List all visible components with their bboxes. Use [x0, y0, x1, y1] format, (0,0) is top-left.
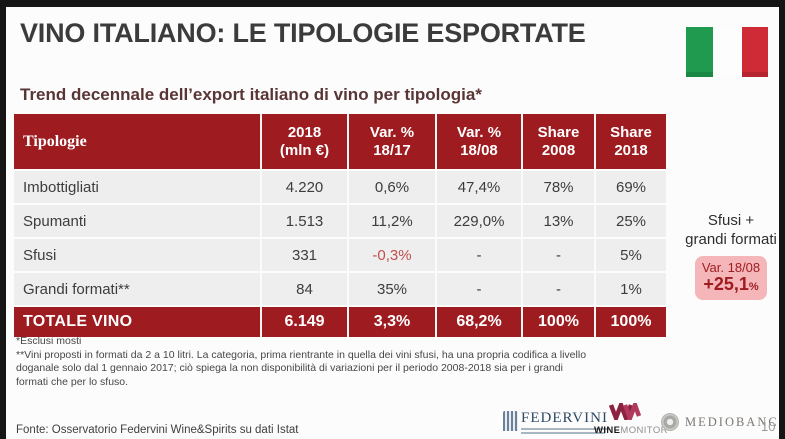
- total-value: 6.149: [260, 307, 347, 337]
- cell-value: 5%: [594, 239, 666, 271]
- federvini-subtext-lines: [521, 428, 609, 434]
- table-subtitle: Trend decennale dell’export italiano di …: [20, 85, 482, 104]
- page-number: 10: [761, 419, 776, 434]
- header-cell-share-2008: Share 2008: [521, 114, 594, 169]
- row-label: Grandi formati**: [23, 280, 130, 298]
- footnotes: *Esclusi mosti **Vini proposti in format…: [16, 335, 594, 389]
- cell-value: -: [521, 273, 594, 305]
- header-cell-var-1817: Var. % 18/17: [347, 114, 435, 169]
- table-row-grandi-formati: Grandi formati** 84 35% - - 1%: [14, 273, 666, 305]
- side-note-line1: Sfusi +: [707, 212, 755, 229]
- cell-value-negative: -0,3%: [347, 239, 435, 271]
- table-row-sfusi: Sfusi 331 -0,3% - - 5%: [14, 239, 666, 271]
- cell-value: 13%: [521, 205, 594, 237]
- total-label: TOTALE VINO: [23, 313, 133, 330]
- total-value: 100%: [594, 307, 666, 337]
- cell-value: 35%: [347, 273, 435, 305]
- source-line: Fonte: Osservatorio Federvini Wine&Spiri…: [16, 424, 299, 436]
- flag-white-stripe: [713, 27, 742, 77]
- federvini-crest-icon: [503, 411, 518, 431]
- page-title: VINO ITALIANO: LE TIPOLOGIE ESPORTATE: [20, 18, 586, 48]
- cell-value: 78%: [521, 171, 594, 203]
- row-label: Spumanti: [23, 212, 87, 230]
- wine-monitor-logo: WINEMONITOR: [594, 398, 668, 439]
- table-row-imbottigliati: Imbottigliati 4.220 0,6% 47,4% 78% 69%: [14, 171, 666, 203]
- side-note-line2: grandi formati: [685, 231, 777, 248]
- cell-value: -: [435, 239, 521, 271]
- table-header-row: Tipologie 2018 (mln €) Var. % 18/17 Var.…: [14, 114, 666, 169]
- badge-unit: %: [748, 281, 759, 293]
- cell-value: 25%: [594, 205, 666, 237]
- header-cell-tipologie: Tipologie: [23, 132, 87, 150]
- footnote-grandi-formati: **Vini proposti in formati da 2 a 10 lit…: [16, 348, 587, 388]
- header-cell-2018: 2018 (mln €): [260, 114, 347, 169]
- side-note-sfusi-grandi-formati: Sfusi + grandi formati Var. 18/08 +25,1%: [676, 211, 779, 300]
- total-value: 100%: [521, 307, 594, 337]
- cell-value: -: [435, 273, 521, 305]
- table-row-spumanti: Spumanti 1.513 11,2% 229,0% 13% 25%: [14, 205, 666, 237]
- variation-badge: Var. 18/08 +25,1%: [694, 256, 768, 300]
- mediobanca-logo: MEDIOBANCA: [661, 413, 785, 431]
- cell-value: 69%: [594, 171, 666, 203]
- federvini-logo: FEDERVINI: [503, 410, 609, 436]
- header-cell-share-2018: Share 2018: [594, 114, 666, 169]
- cell-value: 84: [260, 273, 347, 305]
- total-value: 3,3%: [347, 307, 435, 337]
- cell-value: 11,2%: [347, 205, 435, 237]
- row-label: Sfusi: [23, 246, 57, 264]
- flag-red-stripe: [742, 27, 768, 77]
- cell-value: 229,0%: [435, 205, 521, 237]
- mediobanca-logo-text: MEDIOBANCA: [685, 414, 785, 429]
- cell-value: -: [521, 239, 594, 271]
- wine-monitor-mark-icon: [608, 398, 642, 425]
- cell-value: 4.220: [260, 171, 347, 203]
- federvini-logo-text: FEDERVINI: [521, 410, 608, 426]
- badge-value: +25,1: [703, 274, 749, 294]
- cell-value: 331: [260, 239, 347, 271]
- table-row-totale-vino: TOTALE VINO 6.149 3,3% 68,2% 100% 100%: [14, 307, 666, 337]
- italian-flag-icon: [686, 27, 768, 77]
- mediobanca-emblem-icon: [661, 413, 679, 431]
- export-typology-table: Tipologie 2018 (mln €) Var. % 18/17 Var.…: [14, 114, 666, 337]
- header-cell-var-1808: Var. % 18/08: [435, 114, 521, 169]
- cell-value: 1%: [594, 273, 666, 305]
- cell-value: 47,4%: [435, 171, 521, 203]
- row-label: Imbottigliati: [23, 178, 99, 196]
- total-value: 68,2%: [435, 307, 521, 337]
- badge-label: Var. 18/08: [701, 260, 761, 275]
- wine-monitor-logo-text: WINEMONITOR: [594, 425, 668, 436]
- cell-value: 0,6%: [347, 171, 435, 203]
- flag-green-stripe: [686, 27, 713, 77]
- footnote-esclusi-mosti: *Esclusi mosti: [16, 335, 82, 347]
- cell-value: 1.513: [260, 205, 347, 237]
